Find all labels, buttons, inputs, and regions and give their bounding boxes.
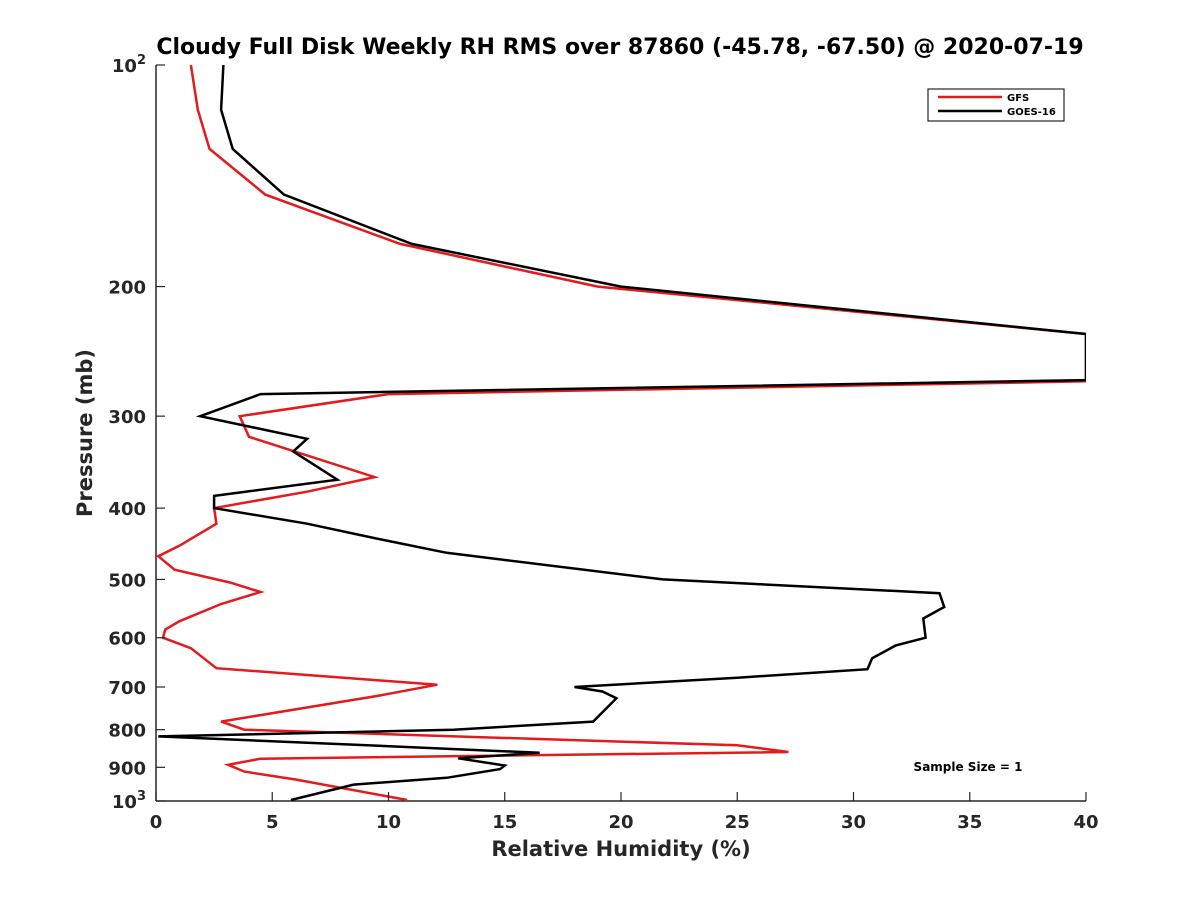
x-tick-label: 10 bbox=[376, 812, 401, 833]
legend-label-goes16: GOES-16 bbox=[1007, 107, 1056, 118]
y-tick-label: 103 bbox=[112, 789, 146, 813]
x-tick-label: 30 bbox=[841, 812, 866, 833]
plot-area bbox=[155, 65, 1086, 802]
y-tick-label: 300 bbox=[108, 407, 146, 428]
y-tick-label: 800 bbox=[108, 721, 146, 742]
x-tick-label: 20 bbox=[608, 812, 633, 833]
legend: GFS GOES-16 bbox=[927, 88, 1065, 122]
series-line-gfs bbox=[156, 65, 1086, 801]
y-tick-label: 900 bbox=[108, 758, 146, 779]
y-tick-label: 700 bbox=[108, 678, 146, 699]
x-tick-label: 35 bbox=[957, 812, 982, 833]
y-tick-label: 200 bbox=[108, 278, 146, 299]
x-tick-label: 25 bbox=[725, 812, 750, 833]
y-tick-label: 600 bbox=[108, 629, 146, 650]
legend-box bbox=[927, 88, 1065, 122]
y-tick-label: 500 bbox=[108, 570, 146, 591]
x-tick-label: 40 bbox=[1073, 812, 1098, 833]
x-tick-label: 5 bbox=[266, 812, 279, 833]
y-ticks: 102 200 300 400 500 600 700 800 900 103 bbox=[108, 53, 165, 813]
x-ticks: 0 5 10 15 20 25 30 35 40 bbox=[150, 792, 1099, 833]
x-tick-label: 15 bbox=[492, 812, 517, 833]
series-layer bbox=[156, 65, 1086, 801]
chart-title: Cloudy Full Disk Weekly RH RMS over 8786… bbox=[156, 35, 1083, 60]
x-axis-label: Relative Humidity (%) bbox=[491, 837, 750, 861]
x-tick-label: 0 bbox=[150, 812, 163, 833]
sample-size-annotation: Sample Size = 1 bbox=[914, 760, 1023, 774]
y-tick-label: 102 bbox=[112, 53, 146, 77]
series-line-goes16 bbox=[158, 65, 1086, 801]
y-tick-label: 400 bbox=[108, 499, 146, 520]
y-axis-label: Pressure (mb) bbox=[73, 349, 97, 517]
legend-label-gfs: GFS bbox=[1007, 93, 1029, 104]
